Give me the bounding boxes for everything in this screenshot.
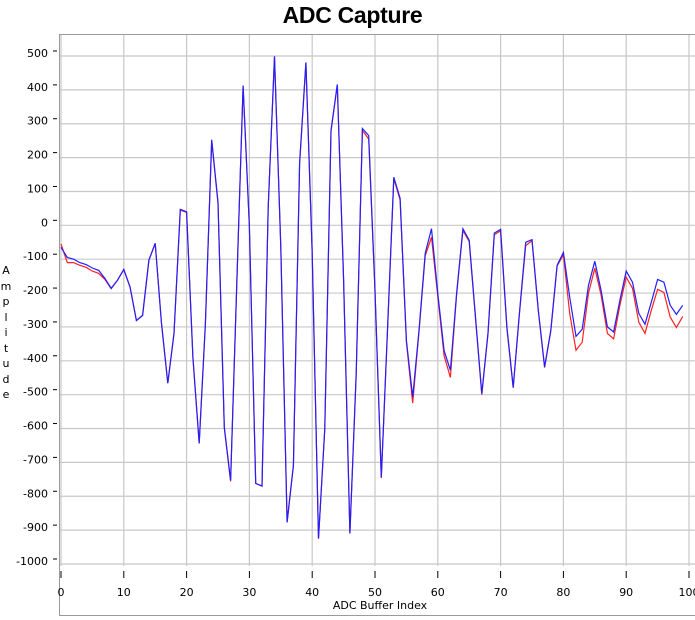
y-tick-label: 400 bbox=[27, 81, 48, 94]
x-tick-label: 80 bbox=[556, 586, 570, 599]
x-tick-label: 50 bbox=[368, 586, 382, 599]
y-tick-label: 100 bbox=[27, 182, 48, 195]
x-tick-label: 70 bbox=[494, 586, 508, 599]
x-tick-label: 90 bbox=[619, 586, 633, 599]
y-tick-label: -600 bbox=[23, 420, 48, 433]
x-tick-label: 100 bbox=[679, 586, 695, 599]
y-axis-label-char: e bbox=[2, 388, 10, 401]
x-tick-label: 20 bbox=[180, 586, 194, 599]
y-tick-label: -800 bbox=[23, 487, 48, 500]
y-axis-label-char: p bbox=[2, 295, 10, 308]
chart-title: ADC Capture bbox=[282, 2, 423, 28]
y-tick-label: -300 bbox=[23, 318, 48, 331]
y-tick-label: -400 bbox=[23, 352, 48, 365]
series-line-red bbox=[60, 56, 684, 539]
y-axis-label-char: u bbox=[2, 357, 10, 370]
x-axis-ticks: 0 10 20 30 40 50 60 70 80 90 100 bbox=[58, 571, 695, 599]
y-tick-label: 500 bbox=[27, 47, 48, 60]
y-axis-label-char: A bbox=[2, 264, 10, 277]
y-tick-label: 0 bbox=[41, 216, 48, 229]
series-line-blue bbox=[60, 56, 684, 539]
y-tick-label: -1000 bbox=[16, 555, 48, 568]
y-tick-label: -700 bbox=[23, 453, 48, 466]
x-tick-label: 0 bbox=[58, 586, 65, 599]
y-tick-label: -500 bbox=[23, 386, 48, 399]
y-axis-label-char: l bbox=[4, 310, 8, 324]
y-tick-label: 200 bbox=[27, 149, 48, 162]
y-tick-label: -100 bbox=[23, 250, 48, 263]
y-tick-label: -900 bbox=[23, 521, 48, 534]
x-axis-label: ADC Buffer Index bbox=[332, 599, 428, 612]
y-axis-ticks: 500 400 300 200 100 0 -100 -200 -300 -400 -500 -600… bbox=[16, 47, 57, 568]
y-tick-label: 300 bbox=[27, 115, 48, 128]
y-axis-label-char: t bbox=[3, 341, 9, 355]
x-tick-label: 10 bbox=[117, 586, 131, 599]
plot-frame bbox=[59, 34, 695, 616]
x-tick-label: 40 bbox=[305, 586, 319, 599]
y-axis-label-char: i bbox=[4, 326, 8, 339]
grid-lines bbox=[60, 35, 695, 566]
x-tick-label: 60 bbox=[431, 586, 445, 599]
data-series bbox=[60, 56, 684, 539]
x-tick-label: 30 bbox=[242, 586, 256, 599]
y-axis-label-char: d bbox=[2, 372, 10, 386]
y-axis-label-char: m bbox=[0, 279, 12, 293]
y-tick-label: -200 bbox=[23, 284, 48, 297]
